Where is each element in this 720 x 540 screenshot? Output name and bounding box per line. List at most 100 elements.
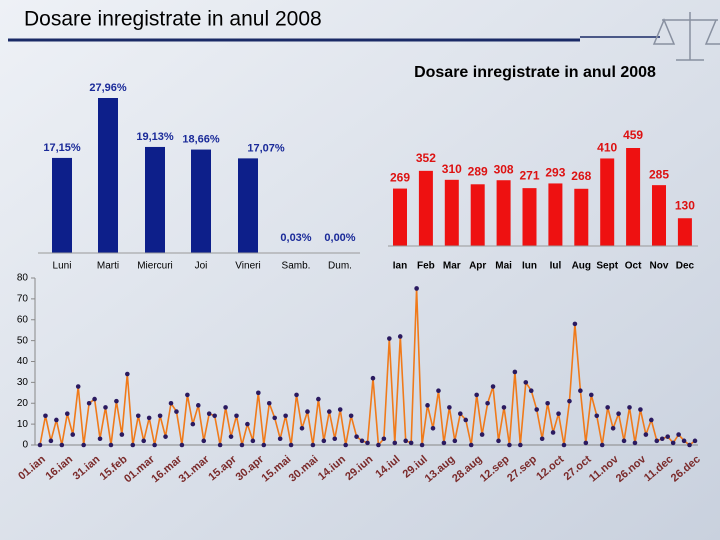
x-tick-label: Vineri: [235, 261, 260, 272]
point: [507, 442, 512, 448]
point: [321, 438, 327, 444]
point: [381, 436, 387, 442]
point: [239, 442, 245, 448]
x-tick-label: Joi: [195, 261, 208, 272]
point: [638, 407, 643, 412]
point: [250, 438, 256, 444]
x-tick-label: Feb: [417, 261, 435, 272]
data-label: 459: [623, 128, 643, 142]
point: [523, 380, 529, 385]
point: [130, 442, 136, 448]
x-tick-label: Ian: [393, 261, 407, 272]
point: [654, 438, 660, 444]
point: [163, 434, 168, 439]
point: [305, 409, 310, 414]
point: [370, 375, 376, 381]
point: [168, 400, 174, 406]
point: [545, 400, 550, 406]
point: [108, 442, 114, 448]
x-tick-label: Marti: [97, 261, 119, 272]
data-label: 352: [416, 151, 436, 165]
point: [103, 405, 108, 410]
x-tick-label: Mai: [495, 261, 512, 272]
point: [567, 398, 572, 404]
point: [141, 438, 147, 444]
point: [125, 371, 130, 377]
point: [556, 411, 561, 416]
point: [316, 396, 321, 402]
bar: [652, 185, 666, 246]
point: [223, 405, 228, 410]
x-tick-label: Dum.: [328, 261, 352, 272]
point: [561, 442, 567, 448]
x-tick-label: Sept: [596, 261, 618, 272]
point: [365, 440, 370, 446]
bar: [600, 158, 615, 246]
bar: [393, 188, 407, 246]
point: [64, 411, 70, 416]
point: [594, 413, 600, 419]
point: [534, 407, 540, 412]
data-label: 285: [649, 167, 669, 181]
point: [294, 392, 299, 398]
scales-icon: [652, 12, 720, 61]
data-label: 27,96%: [89, 82, 127, 94]
point: [550, 430, 556, 435]
point: [261, 442, 267, 448]
bar: [418, 170, 433, 246]
point: [212, 413, 217, 419]
data-label: 0,03%: [280, 232, 311, 244]
point: [397, 334, 403, 339]
point: [114, 398, 119, 404]
point: [643, 432, 649, 437]
point: [501, 405, 507, 410]
point: [468, 442, 474, 448]
bar: [238, 158, 258, 253]
data-label: 130: [675, 198, 695, 212]
point: [299, 426, 305, 431]
point: [92, 396, 97, 402]
bar: [52, 157, 72, 253]
y-tick-label: 60: [17, 314, 29, 325]
point: [392, 440, 398, 446]
bar: [522, 188, 537, 246]
bar: [191, 149, 211, 253]
point: [387, 336, 392, 341]
bar: [626, 148, 641, 246]
point: [452, 438, 458, 444]
data-label: 269: [390, 171, 410, 185]
y-tick-label: 80: [17, 273, 29, 284]
point: [37, 442, 43, 448]
point: [54, 417, 59, 423]
point: [403, 438, 409, 444]
y-tick-label: 0: [22, 440, 28, 451]
point: [588, 392, 594, 398]
data-label: 289: [468, 164, 488, 178]
point: [48, 438, 54, 444]
data-label: 17,15%: [43, 142, 81, 154]
point: [97, 436, 103, 442]
point: [681, 438, 687, 444]
data-label: 293: [545, 166, 565, 180]
point: [539, 436, 545, 442]
point: [572, 321, 578, 327]
point: [310, 442, 316, 448]
data-label: 308: [494, 162, 514, 176]
point: [583, 440, 589, 446]
point: [332, 436, 338, 442]
point: [528, 388, 534, 394]
point: [512, 369, 518, 375]
point: [665, 434, 671, 439]
y-tick-label: 70: [17, 294, 29, 305]
point: [687, 442, 692, 448]
x-tick-label: Luni: [53, 261, 72, 272]
x-tick-label: Mar: [443, 261, 461, 272]
y-tick-label: 30: [17, 377, 29, 388]
point: [490, 384, 496, 389]
x-tick-label: Apr: [469, 261, 486, 272]
point: [195, 403, 201, 408]
point: [337, 407, 343, 412]
point: [174, 409, 179, 414]
